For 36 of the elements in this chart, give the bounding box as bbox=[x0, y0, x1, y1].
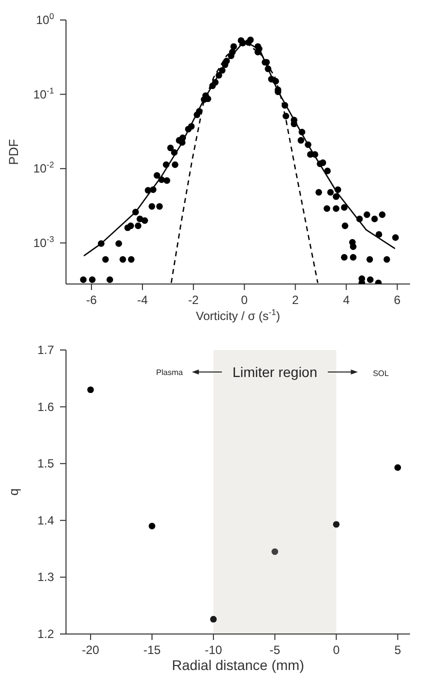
point bbox=[87, 386, 94, 394]
point bbox=[272, 548, 278, 555]
y-tick-label: 10$^{-2}$ bbox=[33, 160, 54, 176]
x-tick-label: 4 bbox=[342, 293, 350, 307]
x-tick-label: 6 bbox=[394, 293, 401, 307]
x-tick-label: 0 bbox=[241, 293, 248, 307]
point bbox=[332, 521, 340, 528]
point bbox=[210, 616, 217, 623]
x-axis-title: Radial distance (mm) bbox=[172, 657, 304, 673]
x-tick-label: -2 bbox=[188, 293, 200, 307]
y-tick-label: 10$^{0}$ bbox=[36, 11, 54, 27]
y-tick-label: 1.3 bbox=[37, 570, 54, 584]
x-tick-label: -15 bbox=[143, 643, 161, 657]
y-axis-title: q bbox=[6, 488, 21, 496]
annotation: Plasma bbox=[156, 368, 184, 377]
x-tick-label: -5 bbox=[270, 643, 281, 657]
y-tick-label: 10$^{-1}$ bbox=[33, 85, 54, 102]
y-tick-label: 1.7 bbox=[37, 343, 54, 357]
x-tick-label: -20 bbox=[82, 643, 100, 657]
y-tick-label: 1.2 bbox=[37, 627, 54, 641]
y-tick-label: 1.6 bbox=[37, 400, 54, 414]
point bbox=[148, 522, 156, 530]
y-tick-label: 10$^{-3}$ bbox=[33, 234, 54, 250]
x-tick-label: -4 bbox=[137, 293, 148, 307]
band-label: Limiter region bbox=[232, 364, 318, 380]
y-tick-label: 1.5 bbox=[37, 456, 54, 471]
y-tick-label: 1.4 bbox=[37, 513, 54, 528]
x-tick-label: 5 bbox=[394, 643, 402, 657]
x-axis-title: Vorticity / σ (s$^{-1}$) bbox=[196, 307, 280, 323]
annotation: SOL bbox=[372, 369, 390, 378]
x-tick-label: -10 bbox=[204, 643, 222, 657]
x-tick-label: 0 bbox=[332, 643, 340, 657]
x-tick-label: 2 bbox=[292, 293, 299, 307]
y-axis-title: PDF bbox=[6, 138, 21, 165]
point bbox=[394, 464, 402, 471]
x-tick-label: -6 bbox=[86, 293, 98, 307]
